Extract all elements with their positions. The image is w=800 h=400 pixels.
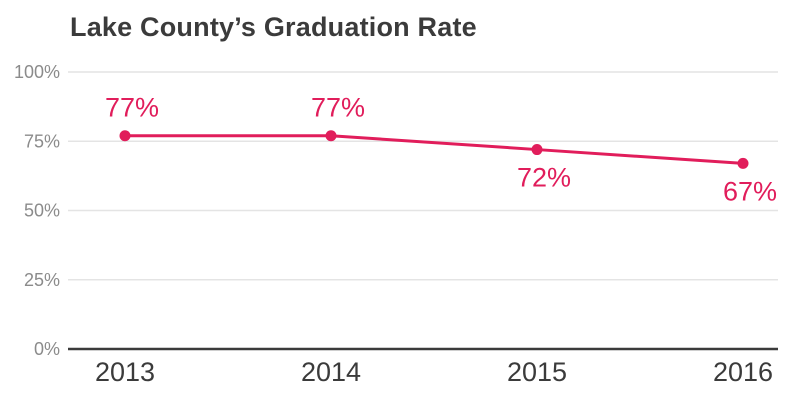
data-point — [119, 130, 131, 142]
data-point — [737, 157, 749, 169]
x-tick-label: 2014 — [301, 357, 361, 387]
data-label: 77% — [311, 93, 365, 123]
data-point — [325, 130, 337, 142]
x-tick-label: 2016 — [713, 357, 773, 387]
y-tick-label: 75% — [24, 131, 60, 151]
x-tick-label: 2015 — [507, 357, 567, 387]
chart-title: Lake County’s Graduation Rate — [70, 12, 477, 42]
data-point — [531, 144, 543, 156]
y-tick-label: 25% — [24, 270, 60, 290]
y-tick-label: 100% — [14, 62, 60, 82]
data-label: 72% — [517, 163, 571, 193]
y-tick-label: 50% — [24, 201, 60, 221]
trend-line — [125, 134, 744, 165]
data-label: 67% — [723, 176, 777, 206]
x-tick-label: 2013 — [95, 357, 155, 387]
y-tick-label: 0% — [34, 339, 60, 359]
data-label: 77% — [105, 93, 159, 123]
